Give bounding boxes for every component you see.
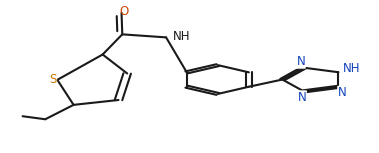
Text: N: N [296, 55, 305, 68]
Text: NH: NH [173, 30, 190, 43]
Text: N: N [338, 86, 346, 99]
Text: S: S [49, 73, 56, 86]
Text: O: O [119, 5, 128, 18]
Text: NH: NH [343, 62, 360, 75]
Text: N: N [298, 91, 306, 104]
